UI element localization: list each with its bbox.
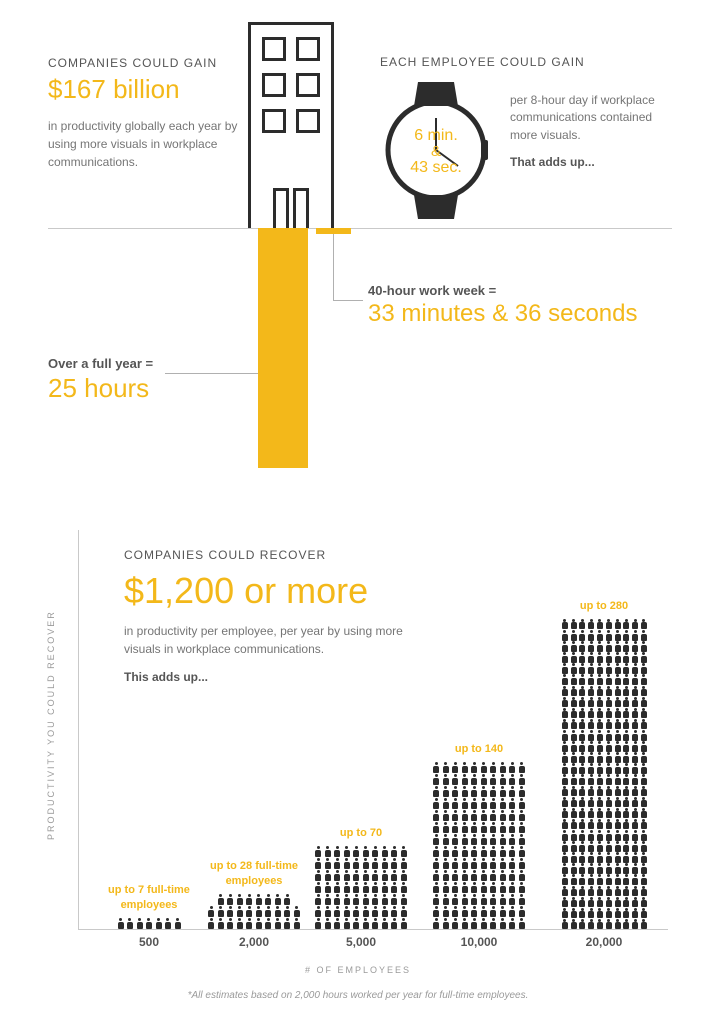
column-x-value: 500: [99, 935, 199, 949]
people-stack: [116, 918, 182, 929]
column-x-value: 10,000: [424, 935, 534, 949]
column-x-value: 2,000: [204, 935, 304, 949]
bar-year: [258, 228, 308, 468]
bars-section: 40-hour work week = 33 minutes & 36 seco…: [0, 228, 708, 488]
employee-adds-up: That adds up...: [510, 154, 670, 171]
adds-up-text: This adds up...: [124, 670, 208, 684]
companies-gain-desc: in productivity globally each year by us…: [48, 117, 238, 171]
pictogram-column: up to 7 full-time employees500: [99, 883, 199, 929]
callout-line: [333, 300, 363, 301]
column-upto-label: up to 70: [340, 826, 382, 840]
employee-gain-desc: per 8-hour day if workplace communicatio…: [510, 92, 670, 172]
companies-gain-block: COMPANIES COULD GAIN $167 billion in pro…: [48, 55, 238, 171]
people-stack: [314, 846, 408, 929]
recover-desc: in productivity per employee, per year b…: [124, 622, 414, 658]
x-axis-label: # OF EMPLOYEES: [48, 965, 668, 975]
svg-text:43 sec.: 43 sec.: [410, 159, 462, 176]
recover-amount: $1,200 or more: [124, 570, 368, 612]
people-stack: [560, 619, 647, 929]
employee-gain-heading: EACH EMPLOYEE COULD GAIN: [380, 55, 585, 69]
chart-area: COMPANIES COULD RECOVER $1,200 or more i…: [78, 530, 668, 930]
svg-text:&: &: [431, 143, 441, 160]
watch-icon: 6 min. & 43 sec.: [376, 78, 496, 228]
people-stack: [207, 894, 301, 929]
column-upto-label: up to 28 full-time employees: [204, 859, 304, 888]
column-x-value: 20,000: [544, 935, 664, 949]
pictogram-column: up to 14010,000: [424, 742, 534, 929]
companies-gain-heading: COMPANIES COULD GAIN: [48, 55, 238, 72]
footnote: *All estimates based on 2,000 hours work…: [48, 990, 668, 1001]
pictogram-column: up to 28 full-time employees2,000: [204, 859, 304, 929]
year-callout: Over a full year = 25 hours: [48, 356, 248, 404]
recover-heading: COMPANIES COULD RECOVER: [124, 548, 326, 562]
column-upto-label: up to 140: [455, 742, 503, 756]
week-value: 33 minutes & 36 seconds: [368, 300, 668, 328]
employee-desc-text: per 8-hour day if workplace communicatio…: [510, 92, 670, 144]
column-upto-label: up to 7 full-time employees: [99, 883, 199, 912]
top-section: COMPANIES COULD GAIN $167 billion in pro…: [0, 0, 708, 230]
y-axis-label: PRODUCTIVITY YOU COULD RECOVER: [46, 610, 56, 840]
pictogram-column: up to 28020,000: [544, 599, 664, 929]
year-value: 25 hours: [48, 373, 248, 404]
people-stack: [432, 762, 526, 929]
week-label: 40-hour work week =: [368, 283, 668, 298]
week-callout: 40-hour work week = 33 minutes & 36 seco…: [368, 283, 668, 328]
companies-gain-amount: $167 billion: [48, 74, 238, 105]
building-icon: [248, 22, 334, 228]
column-upto-label: up to 280: [580, 599, 628, 613]
pictogram-column: up to 705,000: [311, 826, 411, 929]
year-label: Over a full year =: [48, 356, 248, 371]
svg-text:6 min.: 6 min.: [414, 127, 458, 144]
chart-section: PRODUCTIVITY YOU COULD RECOVER COMPANIES…: [48, 530, 668, 960]
column-x-value: 5,000: [311, 935, 411, 949]
callout-line: [333, 234, 334, 300]
